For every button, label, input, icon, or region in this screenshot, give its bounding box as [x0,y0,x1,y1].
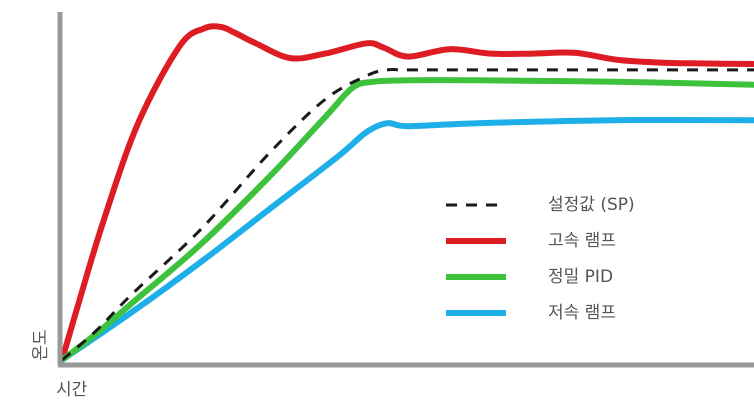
legend-label-2: 고속 램프 [548,231,616,251]
series-2-line [59,23,754,363]
series-1-line [61,67,754,362]
legend-label-3: 정밀 PID [548,267,613,287]
legend-label-1: 설정값 (SP) [548,195,635,215]
series-4-line [59,116,754,363]
x-axis-label: 시간 [56,380,88,400]
series-layer [59,23,754,363]
series-3-line [59,77,754,363]
y-axis-label: 온도 [31,329,51,360]
legend-label-4: 저속 램프 [548,303,616,323]
